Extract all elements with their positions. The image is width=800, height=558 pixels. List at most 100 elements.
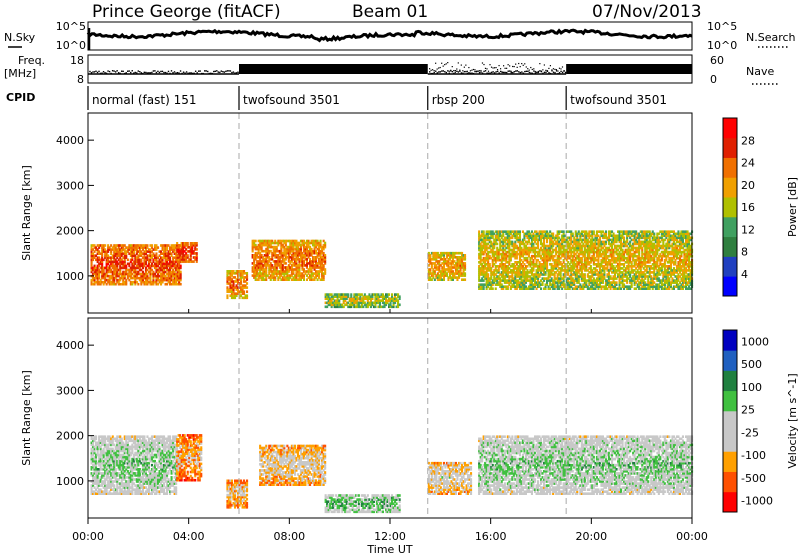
freq-dot	[444, 71, 445, 72]
freq-dot	[503, 72, 504, 73]
nave-dot	[465, 65, 466, 66]
nave-dot	[535, 71, 536, 72]
nave-dot	[459, 70, 460, 71]
nave-dot	[518, 63, 519, 64]
freq-dot	[165, 72, 166, 73]
heatmap-cell	[519, 230, 521, 233]
freq-dot	[218, 71, 219, 72]
heatmap-cell	[391, 293, 393, 296]
nave-dot	[511, 71, 512, 72]
nave-dot	[489, 64, 490, 65]
freq-dot	[195, 71, 196, 72]
freq-dot	[515, 70, 516, 71]
nave-dot	[476, 71, 477, 72]
heatmap-cell	[146, 244, 148, 247]
heatmap-cell	[324, 254, 326, 257]
freq-dot	[509, 70, 510, 71]
heatmap-cell	[399, 304, 401, 307]
freq-dot	[441, 70, 442, 71]
freq-right-tick-bottom: 0	[710, 73, 717, 86]
heatmap-cell	[246, 272, 248, 275]
nave-dot	[539, 63, 540, 64]
nave-dot	[548, 68, 549, 69]
nave-dot	[483, 64, 484, 65]
heatmap-cell	[180, 265, 182, 268]
nave-dot	[434, 70, 435, 71]
freq-dot	[526, 71, 527, 72]
freq-dot	[511, 72, 512, 73]
nave-dot	[501, 71, 502, 72]
freq-dot	[533, 70, 534, 71]
freq-dot	[452, 71, 453, 72]
freq-dot	[562, 72, 563, 73]
heatmap-cell	[226, 294, 228, 297]
freq-dense-block	[566, 64, 692, 74]
freq-dot	[103, 71, 104, 72]
nave-dot	[480, 70, 481, 71]
freq-dot	[506, 72, 507, 73]
freq-dot	[500, 71, 501, 72]
freq-unit-label: [MHz]	[4, 67, 36, 80]
heatmap-cell	[540, 287, 542, 290]
nave-dot	[560, 68, 561, 69]
nave-dot	[541, 71, 542, 72]
station-title: Prince George (fitACF)	[92, 2, 281, 22]
nave-dot	[563, 71, 564, 72]
freq-dot	[215, 71, 216, 72]
freq-trace	[88, 62, 692, 74]
heatmap-cell	[492, 287, 494, 290]
nave-dot	[495, 67, 496, 68]
freq-dot	[121, 71, 122, 72]
heatmap-cell	[187, 242, 189, 245]
freq-dot	[233, 71, 234, 72]
nave-dot	[527, 68, 528, 69]
nave-dot	[553, 68, 554, 69]
nave-dot	[482, 62, 483, 63]
freq-dot	[186, 71, 187, 72]
freq-dot	[480, 71, 481, 72]
freq-dot	[151, 72, 152, 73]
nave-dot	[477, 70, 478, 71]
freq-dot	[183, 72, 184, 73]
nave-dot	[474, 69, 475, 70]
heatmap-cell	[605, 230, 607, 233]
freq-dot	[116, 70, 117, 71]
freq-left-tick-top: 18	[70, 54, 84, 67]
freq-right-tick-top: 60	[710, 54, 724, 67]
nave-dot	[562, 66, 563, 67]
freq-dot	[483, 71, 484, 72]
freq-dot	[237, 72, 238, 73]
freq-dot	[228, 70, 229, 71]
freq-dot	[521, 71, 522, 72]
nave-dot	[437, 68, 438, 69]
nave-dot	[554, 69, 555, 70]
nave-dot	[432, 69, 433, 70]
freq-dot	[157, 71, 158, 72]
nsky-left-tick-top: 10^5	[56, 20, 86, 33]
heatmap-cell	[196, 242, 198, 245]
heatmap-cell	[127, 259, 129, 262]
nave-dot	[520, 66, 521, 67]
heatmap-cell	[196, 252, 198, 255]
cpid-segment-label: twofsound 3501	[570, 93, 667, 107]
freq-dot	[109, 71, 110, 72]
nave-dot	[550, 65, 551, 66]
freq-dot	[113, 70, 114, 71]
freq-dot	[174, 71, 175, 72]
heatmap-cell	[593, 230, 595, 233]
heatmap-cell	[137, 283, 139, 286]
freq-dot	[438, 71, 439, 72]
freq-dot	[225, 71, 226, 72]
heatmap-cell	[563, 230, 565, 233]
freq-dot	[207, 71, 208, 72]
freq-dot	[221, 70, 222, 71]
freq-dot	[514, 71, 515, 72]
freq-dot	[216, 70, 217, 71]
freq-dot	[485, 70, 486, 71]
freq-dot	[206, 70, 207, 71]
freq-dot	[132, 70, 133, 71]
heatmap-cell	[584, 273, 586, 276]
heatmap-cell	[552, 233, 554, 236]
nave-dot	[438, 67, 439, 68]
freq-dot	[94, 71, 95, 72]
